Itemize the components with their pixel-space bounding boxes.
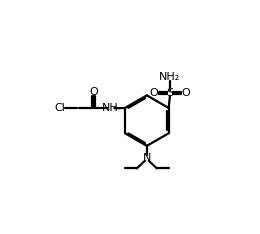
Text: NH₂: NH₂ xyxy=(159,72,180,82)
Text: Cl: Cl xyxy=(55,103,66,113)
Text: O: O xyxy=(150,88,158,98)
Text: NH: NH xyxy=(102,103,119,113)
Text: O: O xyxy=(89,87,98,97)
Text: O: O xyxy=(182,88,190,98)
Text: S: S xyxy=(166,88,173,98)
Text: N: N xyxy=(143,153,151,163)
